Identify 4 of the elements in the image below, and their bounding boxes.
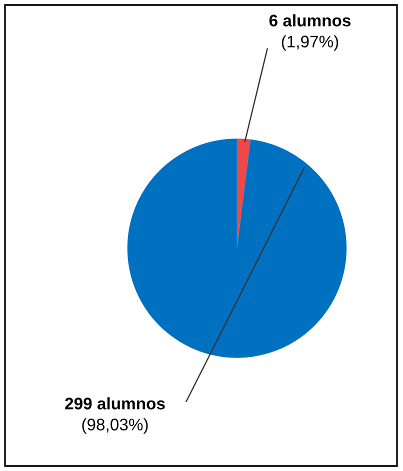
- pie-slice: [127, 138, 347, 358]
- pie-slice: [236, 138, 250, 248]
- data-label: 6 alumnos (1,97%): [269, 14, 351, 51]
- data-label: 299 alumnos (98,03%): [65, 397, 165, 434]
